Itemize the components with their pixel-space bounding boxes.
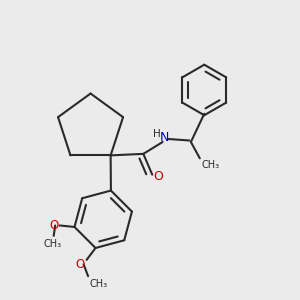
Text: CH₃: CH₃ [43,239,61,249]
Text: H: H [153,129,161,139]
Text: O: O [154,170,164,183]
Text: CH₃: CH₃ [201,160,219,170]
Text: CH₃: CH₃ [90,279,108,289]
Text: O: O [49,219,58,232]
Text: O: O [76,258,85,271]
Text: N: N [160,131,169,144]
